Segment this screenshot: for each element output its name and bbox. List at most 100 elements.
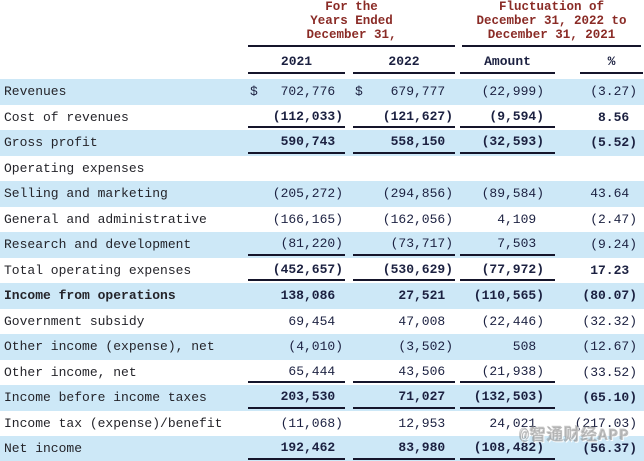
dollar-sign: $ <box>250 84 258 100</box>
value-v2021: 69,454 <box>288 313 343 329</box>
value-pct: (65.10) <box>582 390 638 406</box>
value-v2021: (112,033) <box>246 105 346 131</box>
row-label: Revenues <box>4 84 67 100</box>
column-header-2022: 2022 <box>346 47 456 79</box>
fluctuation-group-line: December 31, 2022 to <box>476 14 627 28</box>
value-pct <box>556 156 644 182</box>
table-row: Government subsidy 69,454 47,008 (22,446)… <box>0 309 644 335</box>
value-v2021: (81,220) <box>246 232 346 258</box>
value-v2022: (530,629) <box>346 258 456 284</box>
row-label: Net income <box>4 441 83 457</box>
value-amount: 4,109 <box>497 211 545 227</box>
value-v2021: (166,165) <box>272 211 343 227</box>
value-v2022: $679,777 <box>355 84 454 100</box>
value-v2021 <box>246 156 346 182</box>
value-pct: (5.52) <box>590 135 638 151</box>
value-pct: 8.56 <box>598 109 638 125</box>
value-pct: (33.52) <box>582 364 638 380</box>
value-v2022: (73,717) <box>346 232 456 258</box>
table-row: Operating expenses <box>0 156 644 182</box>
row-label: Income tax (expense)/benefit <box>4 415 223 431</box>
row-label: Research and development <box>4 237 192 253</box>
value-v2021: 192,462 <box>246 436 346 461</box>
fluctuation-group-line: December 31, 2021 <box>487 28 616 42</box>
period-group-line: For the <box>325 0 378 14</box>
value-v2021: $702,776 <box>250 84 343 100</box>
column-header-row: 2021 2022 Amount % <box>0 47 644 79</box>
value-pct: 43.64 <box>590 186 638 202</box>
value-v2021: 138,086 <box>280 288 343 304</box>
value-v2022: 43,506 <box>346 360 456 386</box>
value-v2022: (3,502) <box>398 339 454 355</box>
value-amount: 24,021 <box>489 415 545 431</box>
value-v2021: 203,530 <box>246 385 346 411</box>
value-v2022 <box>346 156 456 182</box>
value-v2022: (121,627) <box>346 105 456 131</box>
table-row: Other income (expense), net (4,010) (3,502… <box>0 334 644 360</box>
value-amount: (22,999) <box>481 84 545 100</box>
value-v2021: 590,743 <box>246 130 346 156</box>
group-header-row: For the Years Ended December 31, Fluctua… <box>0 0 644 47</box>
value-pct: (9.24) <box>590 237 638 253</box>
value-pct: (32.32) <box>582 313 638 329</box>
row-label: Government subsidy <box>4 313 145 329</box>
row-label: Total operating expenses <box>4 262 192 278</box>
row-label: Income from operations <box>4 288 176 304</box>
value-amount: (108,482) <box>456 436 556 461</box>
value-amount: (110,565) <box>473 288 545 304</box>
value-v2021: (452,657) <box>246 258 346 284</box>
table-body: Revenues $702,776 $679,777 (22,999) (3.27)… <box>0 79 644 461</box>
period-group-header: For the Years Ended December 31, <box>246 0 456 47</box>
value-v2022: (294,856) <box>382 186 454 202</box>
row-label: General and administrative <box>4 211 207 227</box>
value-pct: (12.67) <box>582 339 638 355</box>
value-v2022: 71,027 <box>346 385 456 411</box>
table-row: General and administrative (166,165) (162,… <box>0 207 644 233</box>
value-v2022: 47,008 <box>398 313 454 329</box>
value-amount: 508 <box>512 339 545 355</box>
fluctuation-group-line: Fluctuation of <box>499 0 605 14</box>
row-label: Gross profit <box>4 135 98 151</box>
empty-header-cell <box>0 47 246 79</box>
row-label: Other income, net <box>4 364 137 380</box>
value-amount: (9,594) <box>456 105 556 131</box>
value-amount: (32,593) <box>456 130 556 156</box>
fluctuation-group-header: Fluctuation of December 31, 2022 to Dece… <box>456 0 644 47</box>
table-row: Net income 192,462 83,980 (108,482) (56.37… <box>0 436 644 461</box>
dollar-sign: $ <box>355 84 363 100</box>
table-row: Income from operations 138,086 27,521 (11… <box>0 283 644 309</box>
value-amount: (77,972) <box>456 258 556 284</box>
column-header-2021: 2021 <box>246 47 346 79</box>
value-amount: 7,503 <box>456 232 556 258</box>
row-label: Operating expenses <box>4 160 145 176</box>
value-amount: (132,503) <box>456 385 556 411</box>
value-amount: (89,584) <box>481 186 545 202</box>
empty-header-cell <box>0 0 246 47</box>
table-row: Research and development (81,220) (73,717)… <box>0 232 644 258</box>
column-header-amount: Amount <box>456 47 556 79</box>
table-row: Income before income taxes 203,530 71,027… <box>0 385 644 411</box>
table-row: Revenues $702,776 $679,777 (22,999) (3.27) <box>0 79 644 105</box>
value-v2021: 65,444 <box>246 360 346 386</box>
value-v2021: (11,068) <box>280 415 343 431</box>
value-pct: (2.47) <box>590 211 638 227</box>
period-group-line: Years Ended <box>310 14 393 28</box>
value-v2022: 12,953 <box>398 415 454 431</box>
value-pct: (217.03) <box>574 415 638 431</box>
table-header: For the Years Ended December 31, Fluctua… <box>0 0 644 79</box>
table-row: Cost of revenues (112,033) (121,627) (9,594… <box>0 105 644 131</box>
value-amount <box>456 156 556 182</box>
value-v2022: (162,056) <box>382 211 454 227</box>
value-v2021: (205,272) <box>272 186 343 202</box>
value-pct: (80.07) <box>582 288 638 304</box>
value-pct: (3.27) <box>590 84 638 100</box>
period-group-line: December 31, <box>306 28 397 42</box>
row-label: Other income (expense), net <box>4 339 215 355</box>
row-label: Cost of revenues <box>4 109 129 125</box>
column-header-percent: % <box>556 47 644 79</box>
value-v2022: 83,980 <box>346 436 456 461</box>
row-label: Selling and marketing <box>4 186 168 202</box>
value-pct: (56.37) <box>582 441 638 457</box>
